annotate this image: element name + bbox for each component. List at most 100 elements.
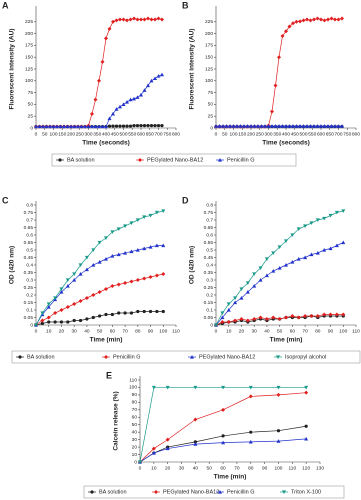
marker	[270, 124, 274, 128]
marker	[220, 320, 225, 324]
x-tick-label: 80	[248, 465, 254, 471]
marker	[135, 248, 140, 252]
marker	[165, 437, 170, 442]
marker	[264, 317, 269, 321]
marker	[91, 248, 96, 252]
x-tick-label: 10	[46, 328, 52, 334]
marker	[151, 451, 156, 455]
x-tick-label: 70	[302, 328, 308, 334]
marker	[129, 249, 134, 254]
y-tick-label: 0	[210, 322, 213, 328]
marker	[44, 124, 49, 129]
marker	[59, 287, 64, 291]
x-tick-label: 10	[226, 328, 232, 334]
x-tick-label: 50	[207, 465, 213, 471]
x-tick-label: 90	[262, 465, 268, 471]
x-tick-label: 50	[222, 131, 228, 137]
marker	[123, 251, 128, 255]
x-tick-label: 500	[119, 131, 127, 137]
x-tick-label: 90	[148, 328, 154, 334]
y-tick-label: 30	[132, 437, 138, 443]
marker	[135, 218, 140, 222]
marker	[256, 124, 260, 128]
x-tick-label: 30	[72, 328, 78, 334]
marker	[93, 124, 98, 129]
marker	[153, 17, 157, 22]
y-tick-label: 0.55	[204, 240, 214, 246]
y-axis-label: OD (420 nm)	[189, 246, 196, 284]
marker	[193, 442, 198, 446]
marker	[277, 124, 281, 128]
y-tick-label: 0	[210, 125, 213, 131]
x-tick-label: 0	[215, 328, 218, 334]
marker	[165, 385, 170, 390]
marker	[290, 260, 295, 264]
marker	[146, 16, 150, 21]
marker	[290, 233, 295, 237]
marker	[248, 385, 253, 390]
marker	[270, 109, 274, 114]
marker	[305, 124, 309, 128]
y-tick-label: 0.55	[24, 240, 34, 246]
marker	[128, 124, 133, 128]
y-tick-label: 0.25	[24, 285, 34, 291]
marker	[110, 230, 115, 234]
x-tick-label: 50	[97, 328, 103, 334]
x-tick-label: 40	[193, 465, 199, 471]
marker	[135, 278, 140, 282]
y-tick-label: 0.15	[204, 300, 214, 306]
marker	[161, 209, 166, 213]
marker	[271, 269, 276, 273]
y-tick-label: 150	[205, 54, 213, 60]
x-tick-label: 600	[317, 131, 325, 137]
x-tick-label: 60	[290, 328, 296, 334]
marker	[245, 318, 250, 323]
marker	[226, 308, 231, 312]
y-tick-label: 0.8	[26, 202, 33, 208]
y-tick-label: 20	[132, 444, 138, 450]
marker	[333, 17, 337, 22]
y-tick-label: 0.35	[24, 270, 34, 276]
marker	[322, 216, 327, 221]
marker	[329, 124, 334, 128]
marker	[341, 312, 346, 317]
y-tick-label: 60	[132, 415, 138, 421]
x-tick-label: 200	[247, 131, 255, 137]
y-tick-label: 75	[28, 90, 34, 96]
x-axis-label: Time (min)	[270, 337, 303, 344]
marker	[72, 272, 77, 276]
marker	[245, 290, 250, 294]
marker	[276, 439, 281, 443]
marker	[118, 104, 122, 109]
marker	[69, 124, 73, 129]
y-tick-label: 0.05	[204, 315, 214, 321]
marker	[154, 243, 159, 248]
marker	[249, 124, 253, 128]
marker	[78, 299, 83, 303]
legend-label: Penicillin G	[227, 157, 255, 163]
marker	[308, 124, 313, 128]
marker	[129, 311, 134, 315]
marker	[319, 124, 323, 128]
x-tick-label: 100	[49, 131, 57, 137]
legend-marker	[138, 158, 142, 162]
marker	[284, 315, 288, 320]
marker	[53, 320, 57, 324]
marker	[319, 17, 323, 22]
marker	[93, 97, 98, 102]
marker	[129, 221, 134, 225]
y-tick-label: 175	[205, 43, 213, 49]
marker	[341, 240, 346, 245]
marker	[276, 429, 281, 433]
marker	[91, 293, 96, 297]
marker	[238, 124, 243, 128]
marker	[252, 317, 257, 321]
marker	[334, 312, 339, 317]
marker	[214, 323, 218, 327]
y-tick-label: 125	[25, 66, 33, 72]
marker	[336, 17, 341, 22]
marker	[221, 440, 226, 445]
legend-label: BA solution	[27, 354, 55, 360]
y-tick-label: 0.45	[24, 255, 34, 261]
